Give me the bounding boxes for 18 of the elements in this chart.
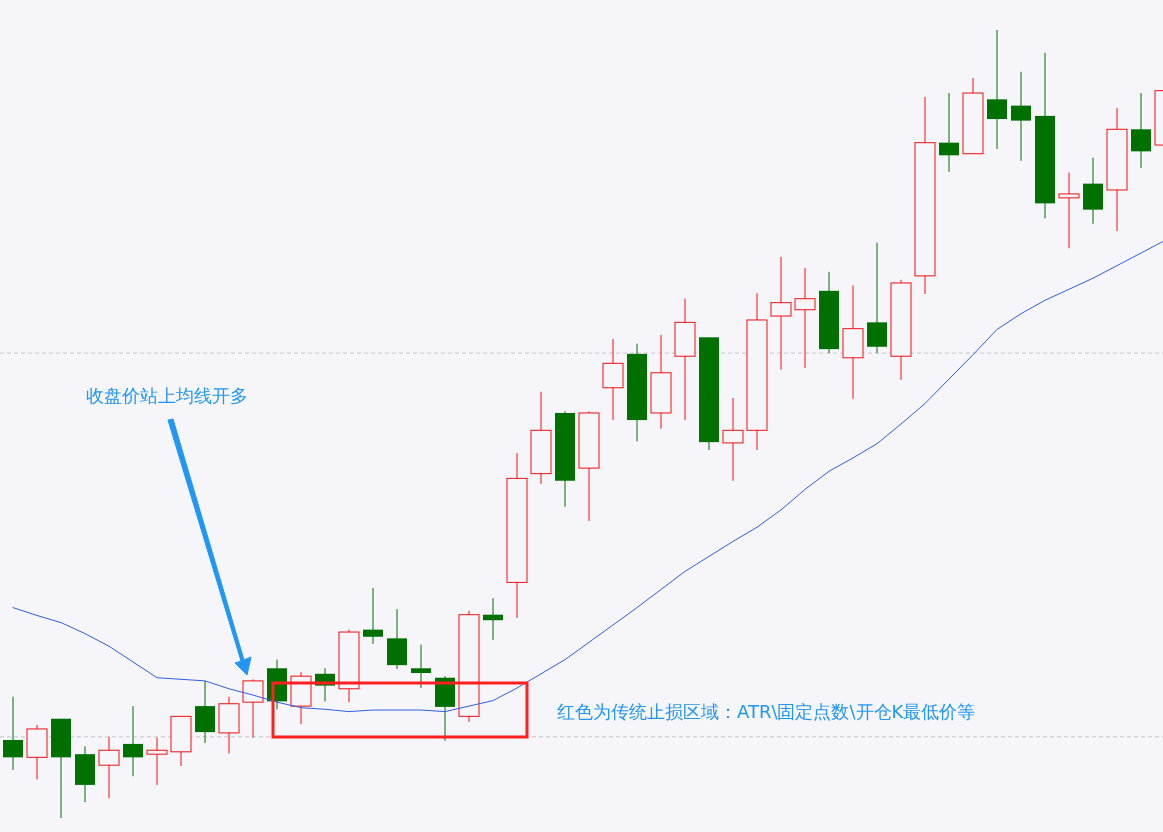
candlestick — [411, 644, 431, 689]
candlestick — [939, 92, 959, 173]
candlestick — [1058, 172, 1080, 249]
candlestick — [1131, 92, 1151, 169]
candlestick — [3, 696, 23, 771]
candlestick — [987, 29, 1007, 150]
candlestick — [794, 267, 816, 369]
candlestick — [770, 256, 792, 371]
annotation: 收盘价站上均线开多 — [86, 385, 248, 406]
candlestick — [123, 705, 143, 777]
candlestick — [1011, 71, 1031, 162]
candlestick — [722, 397, 744, 482]
candlestick — [363, 587, 383, 645]
candlestick — [242, 678, 264, 739]
candlestick — [98, 736, 120, 799]
annotation: 红色为传统止损区域：ATR\固定点数\开仓K最低价等 — [557, 701, 976, 722]
candlestick — [483, 597, 503, 641]
candlestick — [146, 737, 168, 786]
